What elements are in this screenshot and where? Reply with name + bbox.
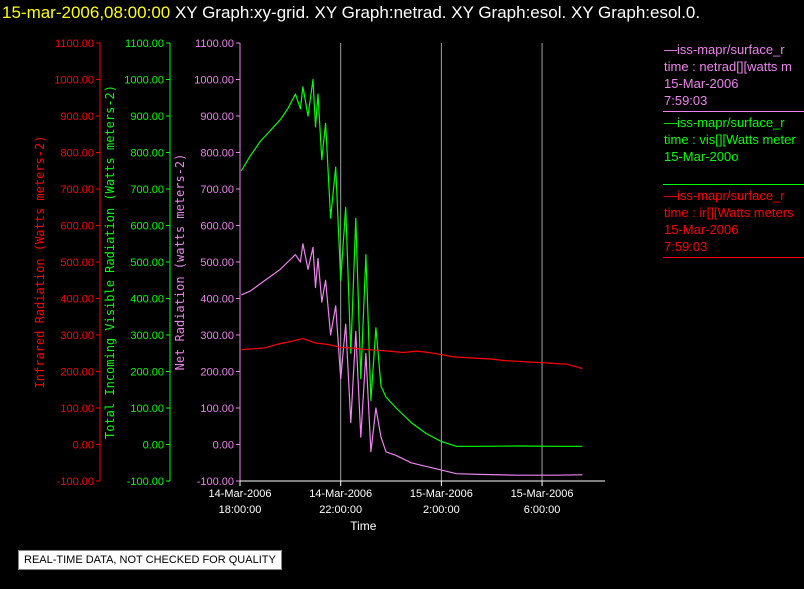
y-tick-label: 1000.00: [194, 75, 234, 87]
x-tick-label: 14-Mar-2006: [309, 488, 372, 500]
y-tick-label: 200.00: [130, 367, 164, 379]
y-tick-label: 0.00: [213, 440, 234, 452]
header-bar: 15-mar-2006,08:00:00 XY Graph:xy-grid. X…: [0, 0, 804, 26]
y-tick-label: 500.00: [200, 257, 234, 269]
legend-ir-date: 15-Mar-2006: [664, 222, 739, 237]
legend-netrad: —iss-mapr/surface_r time : netrad[][watt…: [664, 41, 804, 109]
x-tick-label: 15-Mar-2006: [511, 488, 574, 500]
y-tick-label: 700.00: [200, 184, 234, 196]
y-tick-label: 600.00: [60, 221, 94, 233]
header-title-xy-grid: XY Graph:xy-grid.: [174, 3, 310, 22]
y-tick-label: 1000.00: [124, 75, 164, 87]
legend-vis-date: 15-Mar-200o: [664, 149, 739, 164]
y-tick-label: 600.00: [130, 221, 164, 233]
legend-netrad-var: time : netrad[][watts m: [664, 59, 792, 74]
y-tick-label: 400.00: [60, 294, 94, 306]
quality-notice: REAL-TIME DATA, NOT CHECKED FOR QUALITY: [18, 550, 282, 570]
x-tick-label: 18:00:00: [219, 504, 262, 516]
y-tick-label: 0.00: [143, 440, 164, 452]
x-axis-label: Time: [350, 519, 377, 533]
y-tick-label: 1100.00: [125, 38, 164, 50]
legend-netrad-date: 15-Mar-2006: [664, 76, 739, 91]
y-tick-label: 1100.00: [55, 38, 94, 50]
y-tick-label: 100.00: [200, 403, 234, 415]
legend-separator: [663, 184, 804, 185]
y-tick-label: 300.00: [60, 330, 94, 342]
x-tick-label: 2:00:00: [423, 504, 460, 516]
legend-ir-source: —iss-mapr/surface_r: [664, 188, 785, 203]
y-tick-label: 400.00: [200, 294, 234, 306]
y-axis-label: Net Radiation (watts meters-2): [173, 154, 187, 371]
y-tick-label: 1100.00: [195, 38, 234, 50]
series-line-vis: [240, 78, 583, 447]
y-tick-label: 800.00: [130, 148, 164, 160]
y-tick-label: 700.00: [130, 184, 164, 196]
y-tick-label: 500.00: [60, 257, 94, 269]
y-tick-label: 300.00: [200, 330, 234, 342]
y-tick-label: 900.00: [200, 111, 234, 123]
y-tick-label: 100.00: [130, 403, 164, 415]
legend-ir-var: time : ir[][Watts meters: [664, 205, 794, 220]
legend-vis: —iss-mapr/surface_r time : vis[][Watts m…: [664, 114, 804, 165]
x-tick-label: 6:00:00: [524, 504, 561, 516]
y-tick-label: -100.00: [57, 476, 94, 488]
legend-vis-source: —iss-mapr/surface_r: [664, 115, 785, 130]
legend-vis-var: time : vis[][Watts meter: [664, 132, 796, 147]
y-tick-label: -100.00: [127, 476, 164, 488]
legend-separator: [663, 257, 804, 258]
header-title-esol0: XY Graph:esol.0.: [570, 3, 701, 22]
y-tick-label: 500.00: [130, 257, 164, 269]
y-tick-label: -100.00: [197, 476, 234, 488]
y-tick-label: 200.00: [200, 367, 234, 379]
y-tick-label: 900.00: [130, 111, 164, 123]
header-title-esol: XY Graph:esol.: [451, 3, 567, 22]
legend-ir-time: 7:59:03: [664, 239, 708, 254]
y-tick-label: 800.00: [200, 148, 234, 160]
legend-separator: [663, 111, 804, 112]
series-line-ir: [241, 338, 583, 370]
y-axis-label: Infrared Radiation (Watts meters-2): [33, 136, 47, 389]
x-tick-label: 14-Mar-2006: [209, 488, 272, 500]
y-tick-label: 0.00: [73, 440, 94, 452]
y-tick-label: 1000.00: [54, 75, 94, 87]
y-tick-label: 200.00: [60, 367, 94, 379]
x-tick-label: 22:00:00: [319, 504, 362, 516]
legend-netrad-source: —iss-mapr/surface_r: [664, 42, 785, 57]
series-line-netrad: [241, 243, 583, 476]
x-tick-label: 15-Mar-2006: [410, 488, 473, 500]
y-tick-label: 400.00: [130, 294, 164, 306]
y-tick-label: 700.00: [60, 184, 94, 196]
legend-ir: —iss-mapr/surface_r time : ir[][Watts me…: [664, 187, 804, 255]
y-tick-label: 800.00: [60, 148, 94, 160]
y-tick-label: 300.00: [130, 330, 164, 342]
y-axis-label: Total Incoming Visible Radiation (Watts …: [103, 85, 117, 439]
header-timestamp: 15-mar-2006,08:00:00: [2, 3, 171, 22]
header-title-netrad: XY Graph:netrad.: [314, 3, 447, 22]
y-tick-label: 600.00: [200, 221, 234, 233]
legend-netrad-time: 7:59:03: [664, 93, 708, 108]
y-tick-label: 100.00: [60, 403, 94, 415]
y-tick-label: 900.00: [60, 111, 94, 123]
